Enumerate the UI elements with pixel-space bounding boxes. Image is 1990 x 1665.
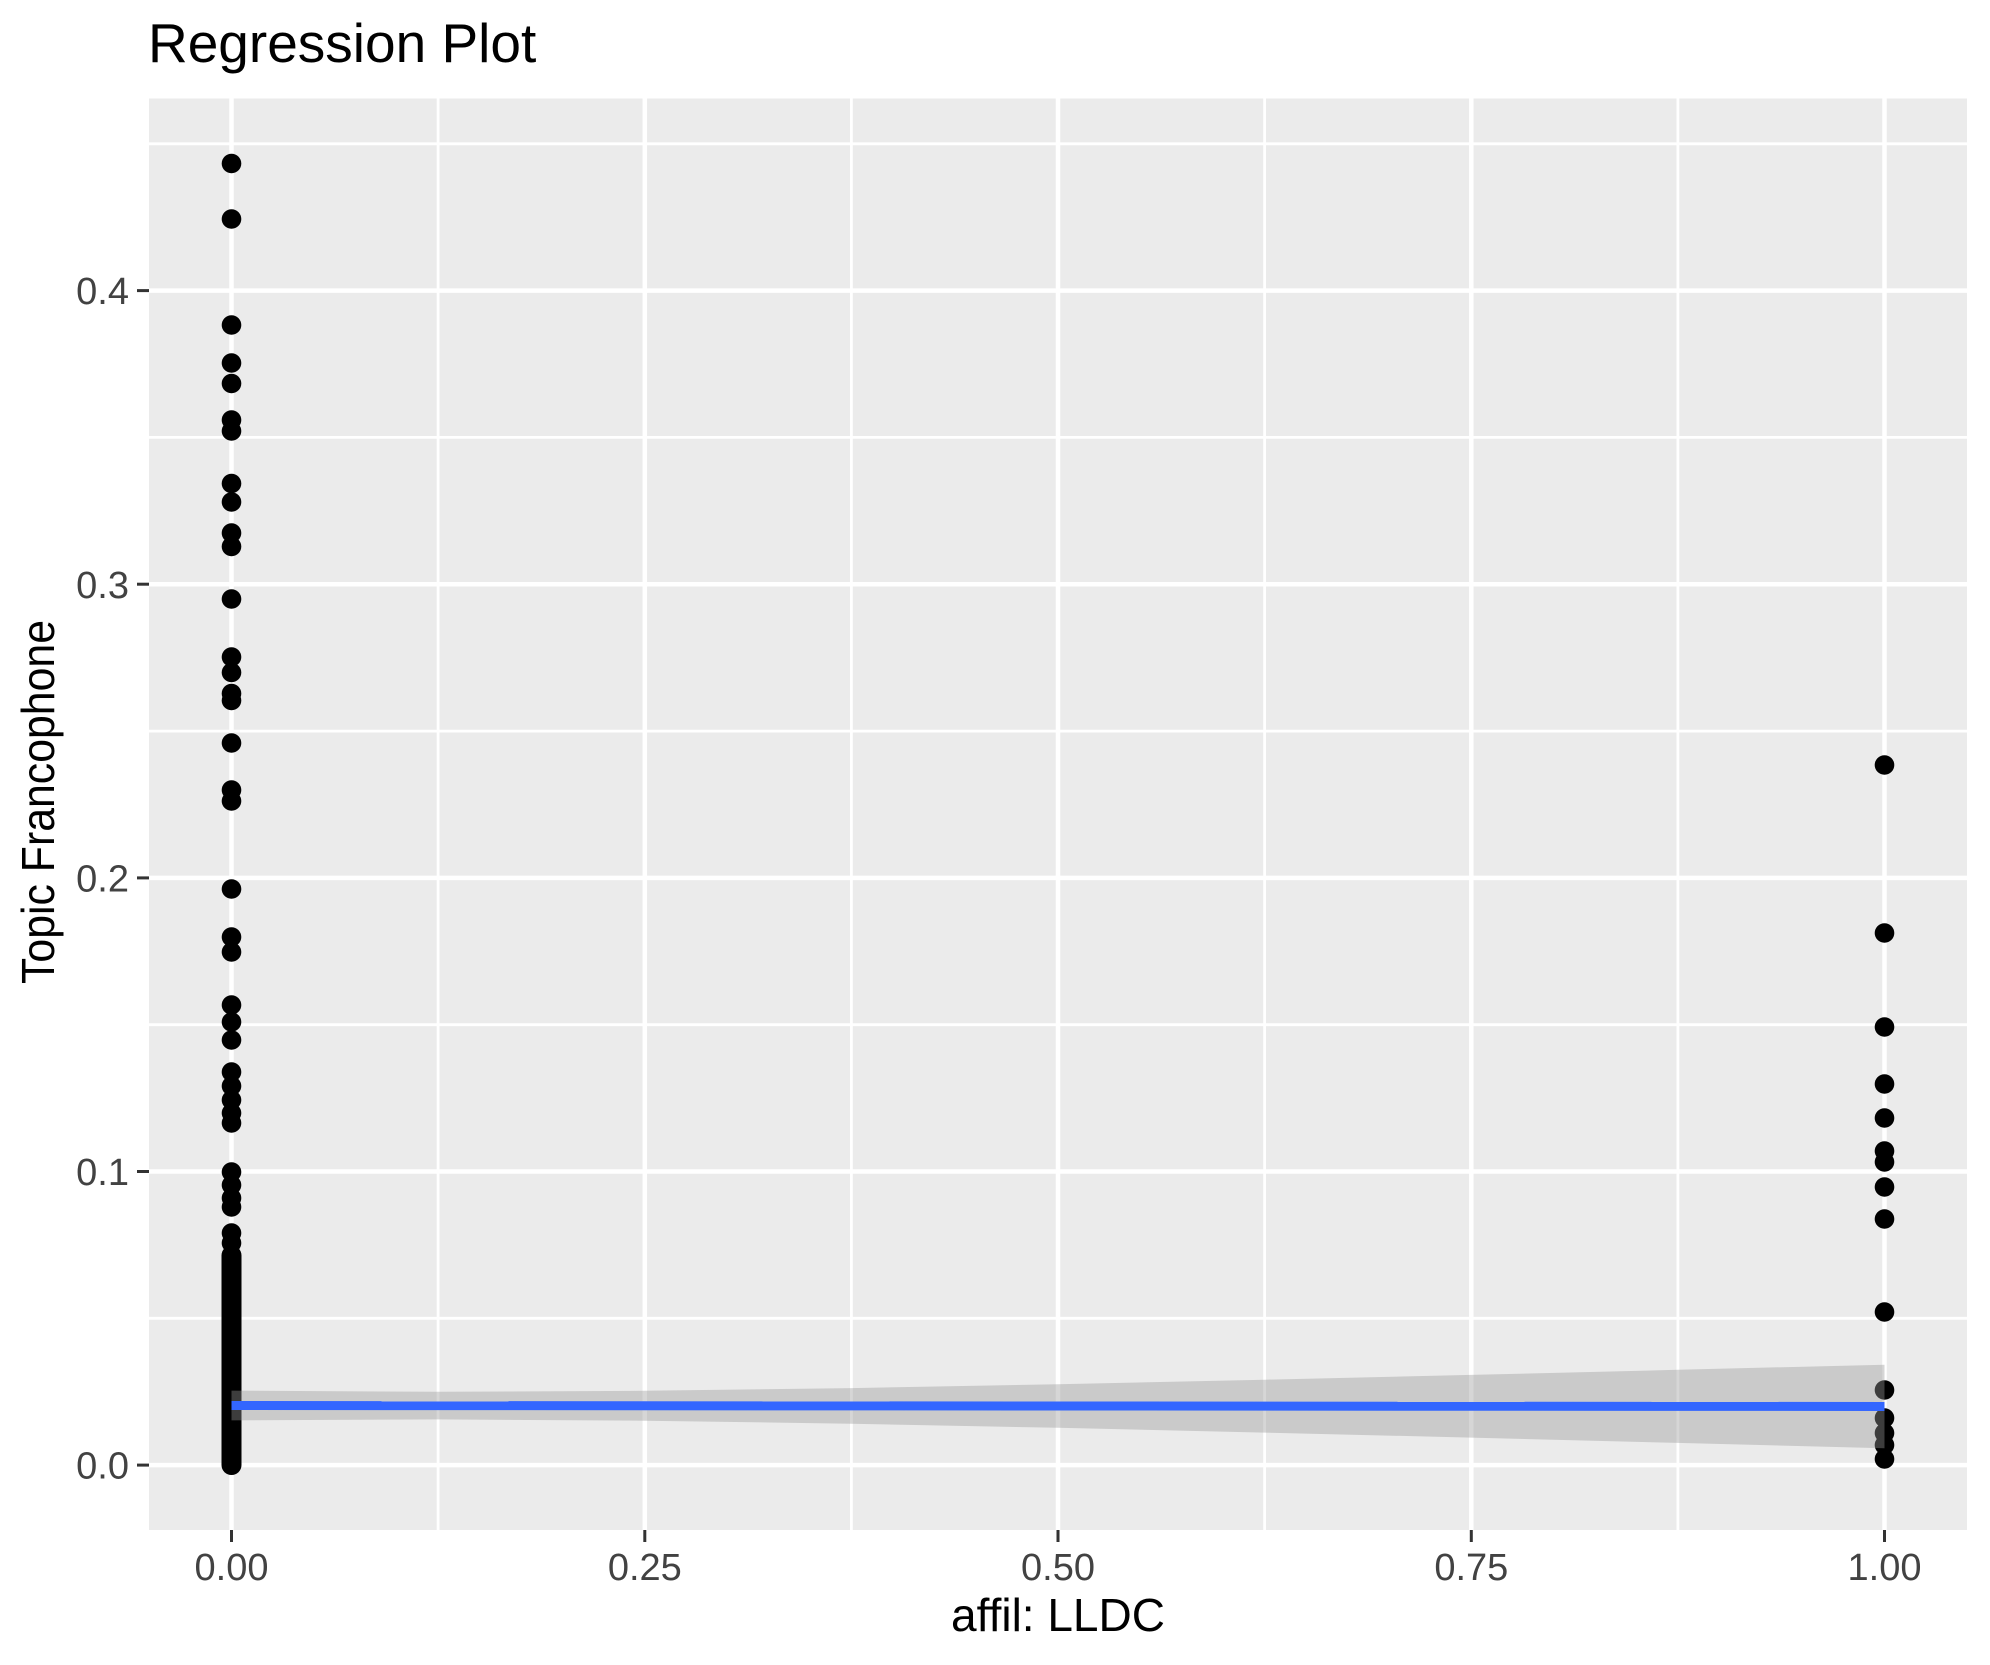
svg-text:0.75: 0.75 xyxy=(1434,1547,1508,1589)
svg-text:0.3: 0.3 xyxy=(76,565,129,607)
svg-text:0.00: 0.00 xyxy=(195,1547,269,1589)
svg-text:Regression Plot: Regression Plot xyxy=(148,12,536,74)
svg-text:affil: LLDC: affil: LLDC xyxy=(951,1589,1165,1641)
svg-text:0.50: 0.50 xyxy=(1021,1547,1095,1589)
svg-text:0.1: 0.1 xyxy=(76,1152,129,1194)
svg-text:0.0: 0.0 xyxy=(76,1446,129,1488)
svg-text:0.2: 0.2 xyxy=(76,859,129,901)
svg-text:0.4: 0.4 xyxy=(76,271,129,313)
svg-text:Topic Francophone: Topic Francophone xyxy=(12,620,64,984)
svg-text:1.00: 1.00 xyxy=(1848,1547,1922,1589)
svg-text:0.25: 0.25 xyxy=(608,1547,682,1589)
